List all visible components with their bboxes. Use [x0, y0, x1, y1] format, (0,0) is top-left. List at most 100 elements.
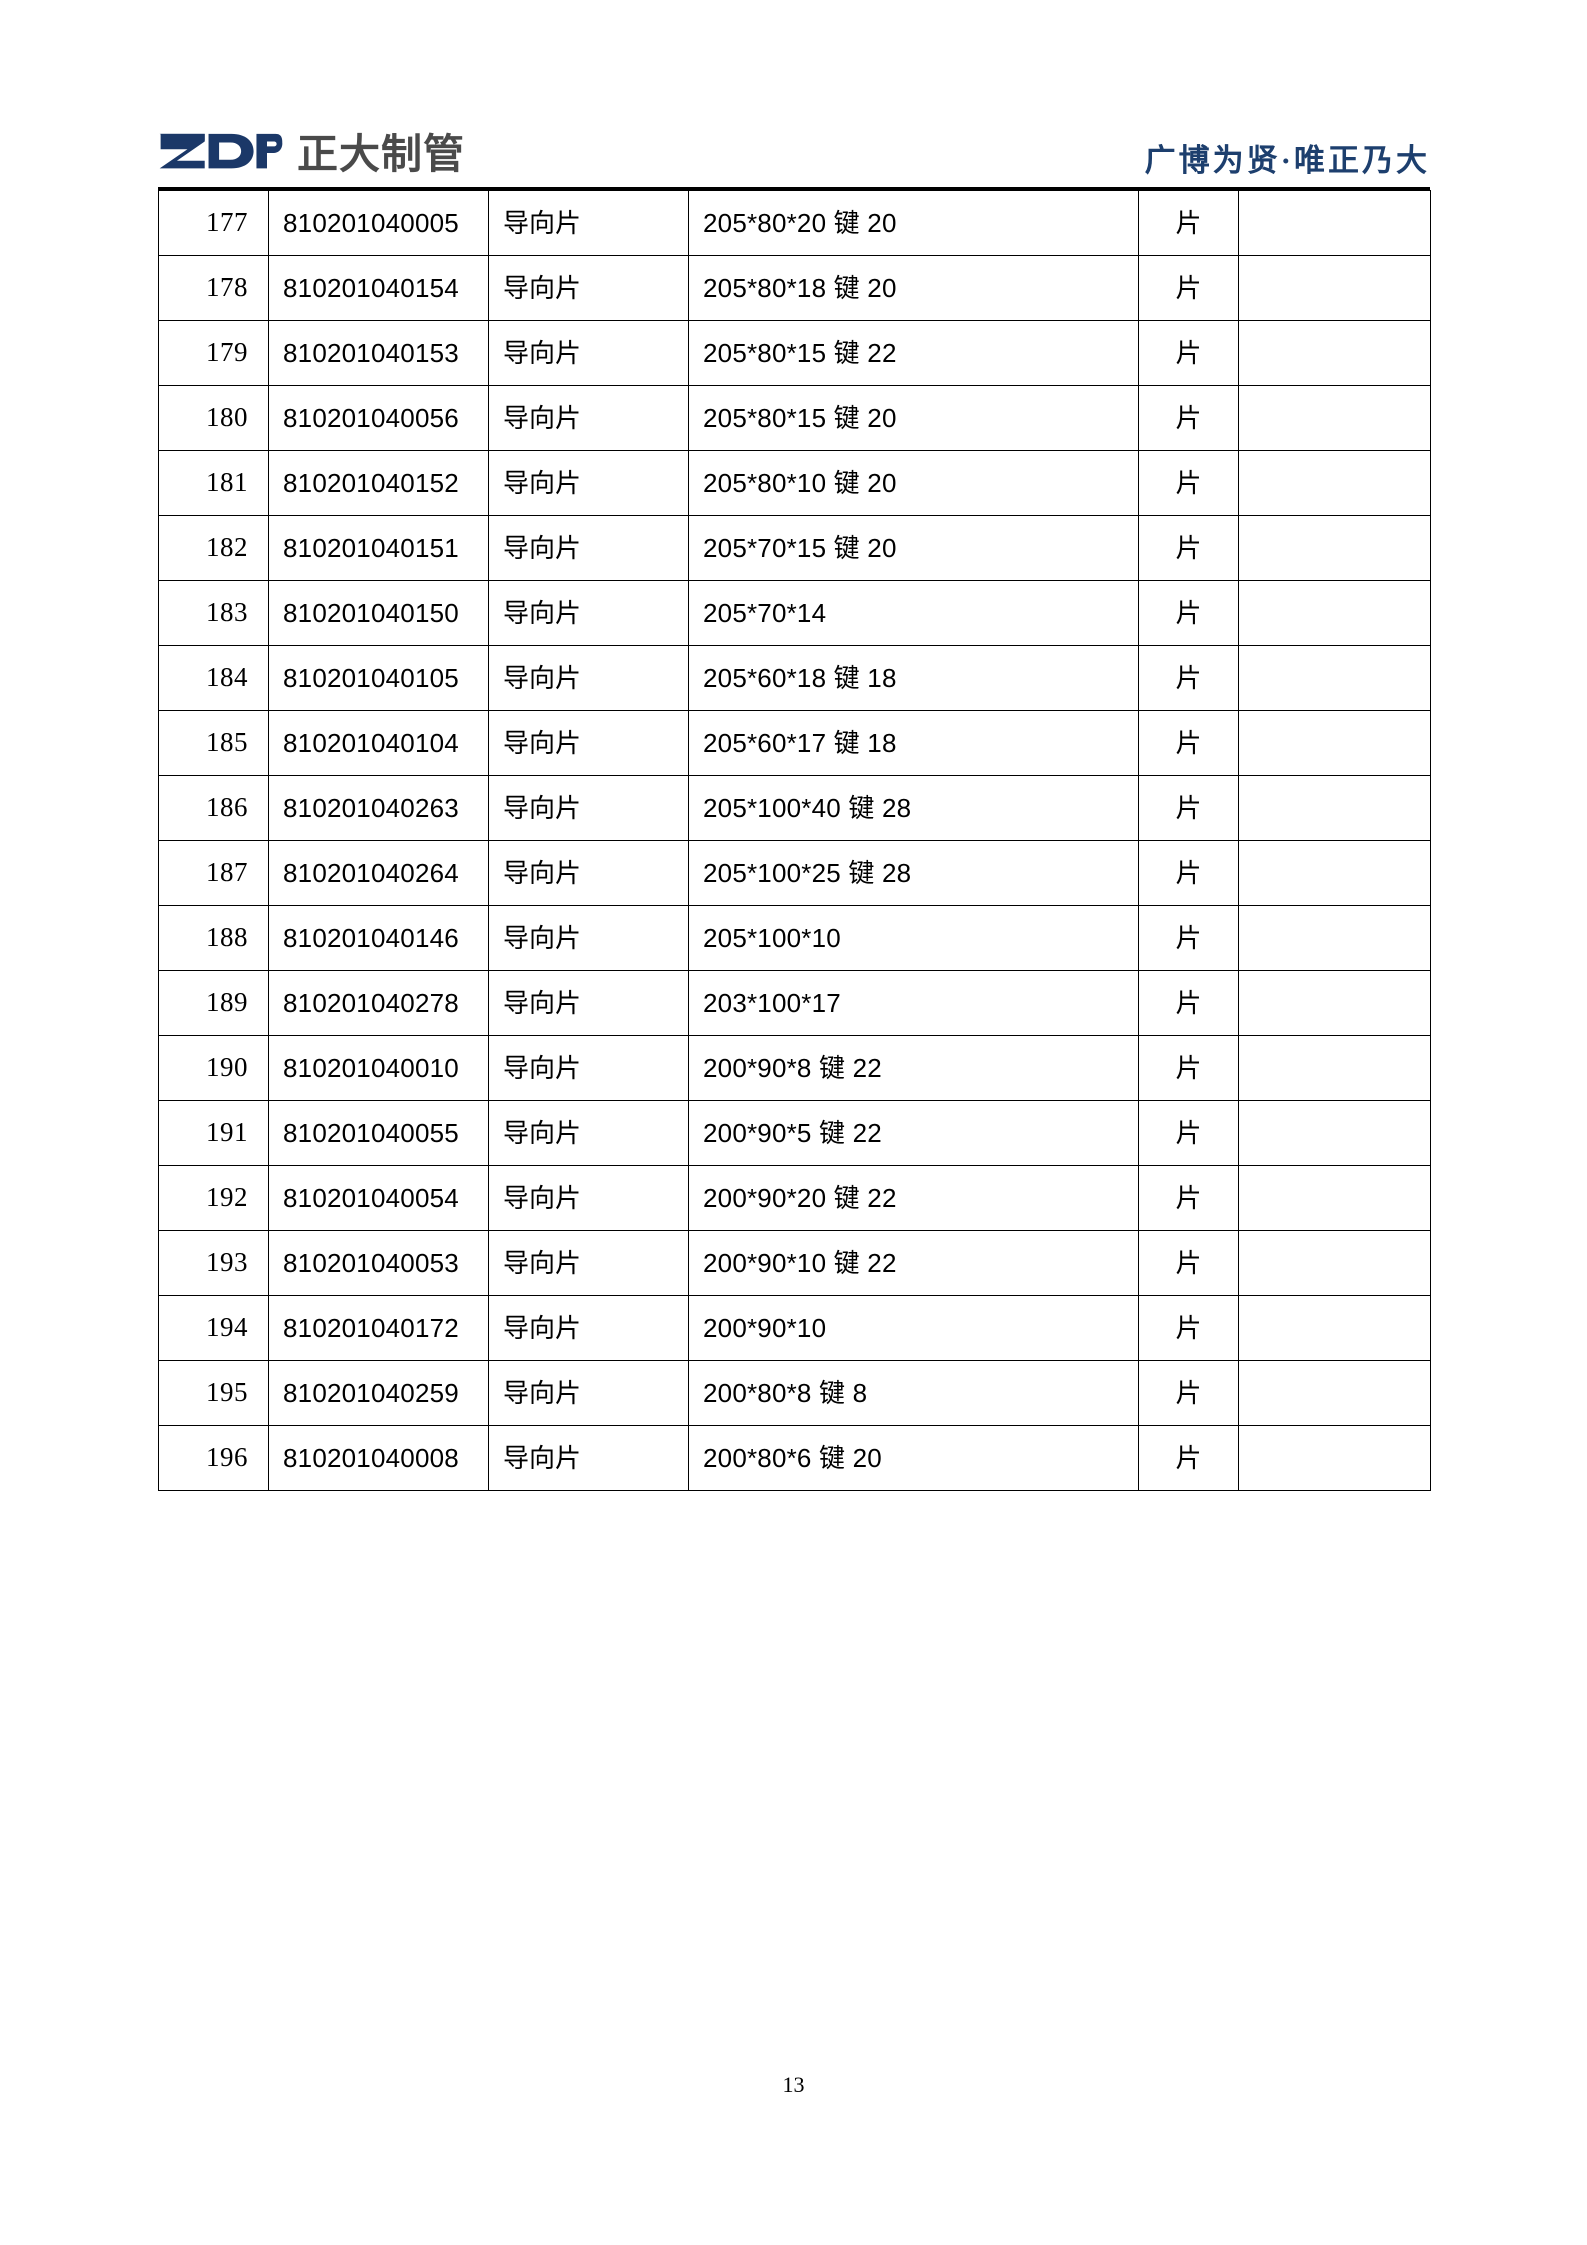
material-code-cell: 810201040259 [268, 1360, 489, 1426]
product-name-cell: 导向片 [488, 320, 689, 386]
specification-cell: 205*60*17 键 18 [688, 710, 1139, 776]
remark-cell [1238, 840, 1431, 906]
remark-cell [1238, 320, 1431, 386]
unit-cell: 片 [1138, 1035, 1239, 1101]
material-code-cell: 810201040010 [268, 1035, 489, 1101]
row-index-cell: 185 [158, 710, 269, 776]
table-row: 194 810201040172 导向片 200*90*10 片 [158, 1295, 1431, 1361]
remark-cell [1238, 645, 1431, 711]
row-index-cell: 189 [158, 970, 269, 1036]
product-name-cell: 导向片 [488, 515, 689, 581]
remark-cell [1238, 1295, 1431, 1361]
unit-cell: 片 [1138, 1360, 1239, 1426]
remark-cell [1238, 1425, 1431, 1491]
specification-cell: 205*100*10 [688, 905, 1139, 971]
table-row: 184 810201040105 导向片 205*60*18 键 18 片 [158, 645, 1431, 711]
material-code-cell: 810201040278 [268, 970, 489, 1036]
page-number: 13 [782, 2072, 805, 2097]
row-index-cell: 186 [158, 775, 269, 841]
product-name-cell: 导向片 [488, 1360, 689, 1426]
specification-cell: 205*100*40 键 28 [688, 775, 1139, 841]
material-code-cell: 810201040154 [268, 255, 489, 321]
remark-cell [1238, 580, 1431, 646]
company-name-cn: 正大制管 [297, 130, 465, 177]
table-body: 177 810201040005 导向片 205*80*20 键 20 片 178 8102… [158, 190, 1431, 1491]
row-index-cell: 195 [158, 1360, 269, 1426]
material-code-cell: 810201040104 [268, 710, 489, 776]
row-index-cell: 179 [158, 320, 269, 386]
unit-cell: 片 [1138, 905, 1239, 971]
material-code-cell: 810201040056 [268, 385, 489, 451]
table-row: 183 810201040150 导向片 205*70*14 片 [158, 580, 1431, 646]
specification-cell: 205*80*15 键 20 [688, 385, 1139, 451]
product-name-cell: 导向片 [488, 905, 689, 971]
product-name-cell: 导向片 [488, 1100, 689, 1166]
product-name-cell: 导向片 [488, 1295, 689, 1361]
table-row: 188 810201040146 导向片 205*100*10 片 [158, 905, 1431, 971]
row-index-cell: 182 [158, 515, 269, 581]
unit-cell: 片 [1138, 1100, 1239, 1166]
product-name-cell: 导向片 [488, 840, 689, 906]
unit-cell: 片 [1138, 1425, 1239, 1491]
row-index-cell: 183 [158, 580, 269, 646]
table-row: 178 810201040154 导向片 205*80*18 键 20 片 [158, 255, 1431, 321]
row-index-cell: 196 [158, 1425, 269, 1491]
remark-cell [1238, 1100, 1431, 1166]
row-index-cell: 181 [158, 450, 269, 516]
product-name-cell: 导向片 [488, 645, 689, 711]
remark-cell [1238, 450, 1431, 516]
specification-cell: 205*100*25 键 28 [688, 840, 1139, 906]
product-name-cell: 导向片 [488, 190, 689, 256]
unit-cell: 片 [1138, 385, 1239, 451]
remark-cell [1238, 710, 1431, 776]
material-code-cell: 810201040053 [268, 1230, 489, 1296]
specification-cell: 200*90*10 [688, 1295, 1139, 1361]
remark-cell [1238, 1165, 1431, 1231]
specification-cell: 205*60*18 键 18 [688, 645, 1139, 711]
table-row: 189 810201040278 导向片 203*100*17 片 [158, 970, 1431, 1036]
product-name-cell: 导向片 [488, 1165, 689, 1231]
row-index-cell: 184 [158, 645, 269, 711]
table-row: 192 810201040054 导向片 200*90*20 键 22 片 [158, 1165, 1431, 1231]
remark-cell [1238, 905, 1431, 971]
material-code-cell: 810201040005 [268, 190, 489, 256]
table-row: 186 810201040263 导向片 205*100*40 键 28 片 [158, 775, 1431, 841]
product-name-cell: 导向片 [488, 1425, 689, 1491]
unit-cell: 片 [1138, 645, 1239, 711]
row-index-cell: 178 [158, 255, 269, 321]
unit-cell: 片 [1138, 190, 1239, 256]
specification-cell: 205*80*20 键 20 [688, 190, 1139, 256]
product-name-cell: 导向片 [488, 1035, 689, 1101]
material-code-cell: 810201040008 [268, 1425, 489, 1491]
material-code-cell: 810201040146 [268, 905, 489, 971]
product-name-cell: 导向片 [488, 775, 689, 841]
remark-cell [1238, 970, 1431, 1036]
product-name-cell: 导向片 [488, 255, 689, 321]
specification-cell: 200*90*5 键 22 [688, 1100, 1139, 1166]
table-row: 185 810201040104 导向片 205*60*17 键 18 片 [158, 710, 1431, 776]
specification-cell: 205*80*15 键 22 [688, 320, 1139, 386]
specification-cell: 205*70*14 [688, 580, 1139, 646]
material-code-cell: 810201040151 [268, 515, 489, 581]
table-row: 187 810201040264 导向片 205*100*25 键 28 片 [158, 840, 1431, 906]
remark-cell [1238, 1035, 1431, 1101]
unit-cell: 片 [1138, 320, 1239, 386]
material-code-cell: 810201040054 [268, 1165, 489, 1231]
page-header: 正大制管 广博为贤·唯正乃大 [158, 118, 1430, 180]
unit-cell: 片 [1138, 840, 1239, 906]
table-row: 181 810201040152 导向片 205*80*10 键 20 片 [158, 450, 1431, 516]
row-index-cell: 193 [158, 1230, 269, 1296]
specification-cell: 205*80*18 键 20 [688, 255, 1139, 321]
row-index-cell: 177 [158, 190, 269, 256]
unit-cell: 片 [1138, 1230, 1239, 1296]
header-divider [158, 187, 1430, 190]
company-tagline: 广博为贤·唯正乃大 [1144, 143, 1430, 178]
table-row: 180 810201040056 导向片 205*80*15 键 20 片 [158, 385, 1431, 451]
table-row: 182 810201040151 导向片 205*70*15 键 20 片 [158, 515, 1431, 581]
unit-cell: 片 [1138, 775, 1239, 841]
remark-cell [1238, 1360, 1431, 1426]
material-code-cell: 810201040264 [268, 840, 489, 906]
row-index-cell: 188 [158, 905, 269, 971]
product-name-cell: 导向片 [488, 970, 689, 1036]
table-row: 193 810201040053 导向片 200*90*10 键 22 片 [158, 1230, 1431, 1296]
